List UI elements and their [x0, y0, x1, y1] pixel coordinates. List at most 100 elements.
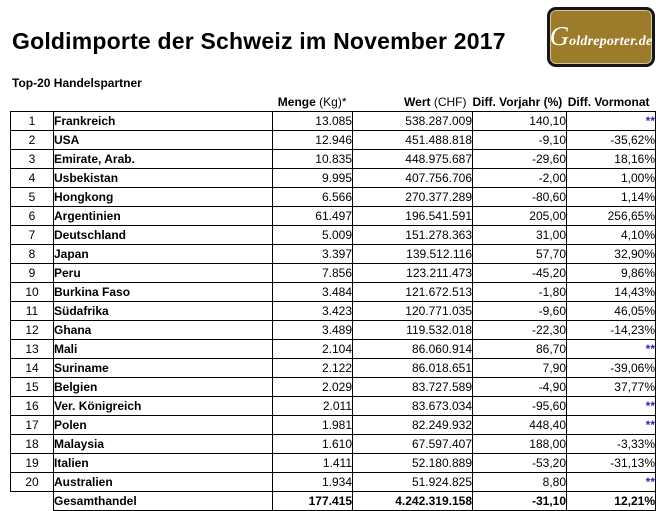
- partner-cell: USA: [53, 130, 273, 150]
- table-row: 11 Südafrika 3.423 120.771.035 -9,60 46,…: [10, 301, 656, 321]
- table-row: 5 Hongkong 6.566 270.377.289 -80,60 1,14…: [10, 187, 656, 207]
- diff-vormonat-cell: -35,62%: [566, 130, 656, 150]
- wert-cell: 119.532.018: [352, 320, 473, 340]
- table-row: 7 Deutschland 5.009 151.278.363 31,00 4,…: [10, 225, 656, 245]
- wert-cell: 196.541.591: [352, 206, 473, 226]
- menge-cell: 3.489: [272, 320, 353, 340]
- diff-vorjahr-cell: -45,20: [472, 263, 567, 283]
- diff-vorjahr-cell: 7,90: [472, 358, 567, 378]
- total-menge-cell: 177.415: [272, 491, 353, 511]
- menge-cell: 2.122: [272, 358, 353, 378]
- menge-cell: 9.995: [272, 168, 353, 188]
- diff-vorjahr-cell: 188,00: [472, 434, 567, 454]
- partner-cell: Argentinien: [53, 206, 273, 226]
- partner-cell: Burkina Faso: [53, 282, 273, 302]
- total-blank-cell: [11, 492, 54, 511]
- diff-vormonat-cell: 18,16%: [566, 149, 656, 169]
- partner-cell: Australien: [53, 472, 273, 492]
- rank-cell: 5: [10, 187, 54, 207]
- rank-cell: 2: [10, 130, 54, 150]
- diff-vorjahr-cell: -22,30: [472, 320, 567, 340]
- menge-cell: 12.946: [272, 130, 353, 150]
- menge-cell: 3.484: [272, 282, 353, 302]
- column-header-row: Menge (Kg)* Wert (CHF) Diff. Vorjahr (%)…: [11, 93, 656, 112]
- diff-vorjahr-cell: 57,70: [472, 244, 567, 264]
- partner-cell: Japan: [53, 244, 273, 264]
- diff-vorjahr-cell: -80,60: [472, 187, 567, 207]
- menge-cell: 7.856: [272, 263, 353, 283]
- table-row: 20 Australien 1.934 51.924.825 8,80 **: [10, 472, 656, 492]
- wert-cell: 448.975.687: [352, 149, 473, 169]
- wert-cell: 52.180.889: [352, 453, 473, 473]
- menge-cell: 3.397: [272, 244, 353, 264]
- table-row: 16 Ver. Königreich 2.011 83.673.034 -95,…: [10, 396, 656, 416]
- partner-cell: Frankreich: [53, 111, 273, 131]
- diff-vorjahr-cell: 8,80: [472, 472, 567, 492]
- diff-vormonat-cell: 46,05%: [566, 301, 656, 321]
- table-row: 2 USA 12.946 451.488.818 -9,10 -35,62%: [10, 130, 656, 150]
- partner-cell: Peru: [53, 263, 273, 283]
- diff-vorjahr-cell: -53,20: [472, 453, 567, 473]
- table-row: 8 Japan 3.397 139.512.116 57,70 32,90%: [10, 244, 656, 264]
- rank-cell: 10: [10, 282, 54, 302]
- wert-cell: 82.249.932: [352, 415, 473, 435]
- rank-cell: 17: [10, 415, 54, 435]
- diff-vormonat-cell: 4,10%: [566, 225, 656, 245]
- partner-cell: Mali: [53, 339, 273, 359]
- wert-cell: 120.771.035: [352, 301, 473, 321]
- total-label-cell: Gesamthandel: [53, 491, 273, 511]
- rank-cell: 3: [10, 149, 54, 169]
- wert-cell: 83.727.589: [352, 377, 473, 397]
- diff-vormonat-cell: 1,14%: [566, 187, 656, 207]
- diff-vorjahr-cell: -2,00: [472, 168, 567, 188]
- menge-cell: 2.011: [272, 396, 353, 416]
- diff-vorjahr-cell: -95,60: [472, 396, 567, 416]
- diff-vormonat-cell: **: [566, 339, 656, 359]
- wert-cell: 121.672.513: [352, 282, 473, 302]
- wert-cell: 51.924.825: [352, 472, 473, 492]
- diff-vorjahr-cell: 205,00: [472, 206, 567, 226]
- table-body: 1 Frankreich 13.085 538.287.009 140,10 *…: [10, 111, 656, 492]
- table-row: 10 Burkina Faso 3.484 121.672.513 -1,80 …: [10, 282, 656, 302]
- rank-cell: 20: [10, 472, 54, 492]
- partner-cell: Italien: [53, 453, 273, 473]
- table-subtitle: Top-20 Handelspartner: [12, 76, 142, 90]
- diff-vorjahr-cell: 86,70: [472, 339, 567, 359]
- table-row: 1 Frankreich 13.085 538.287.009 140,10 *…: [10, 111, 656, 131]
- goldreporter-logo-text: Goldreporter.de: [550, 22, 653, 50]
- rank-column-header: [11, 93, 54, 112]
- table-row: 9 Peru 7.856 123.211.473 -45,20 9,86%: [10, 263, 656, 283]
- menge-cell: 3.423: [272, 301, 353, 321]
- rank-cell: 4: [10, 168, 54, 188]
- rank-cell: 14: [10, 358, 54, 378]
- logo-rest: oldreporter.de: [569, 33, 653, 49]
- wert-cell: 270.377.289: [352, 187, 473, 207]
- diff-vormonat-cell: **: [566, 472, 656, 492]
- wert-cell: 151.278.363: [352, 225, 473, 245]
- table-row: 6 Argentinien 61.497 196.541.591 205,00 …: [10, 206, 656, 226]
- table-row: 3 Emirate, Arab. 10.835 448.975.687 -29,…: [10, 149, 656, 169]
- diff-vormonat-cell: 32,90%: [566, 244, 656, 264]
- total-diff-vorjahr-cell: -31,10: [472, 491, 567, 511]
- table-row: 13 Mali 2.104 86.060.914 86,70 **: [10, 339, 656, 359]
- rank-cell: 8: [10, 244, 54, 264]
- partner-cell: Südafrika: [53, 301, 273, 321]
- diff-vormonat-cell: -3,33%: [566, 434, 656, 454]
- diff-vormonat-cell: -14,23%: [566, 320, 656, 340]
- partner-cell: Deutschland: [53, 225, 273, 245]
- diff-vormonat-cell: 37,77%: [566, 377, 656, 397]
- table-row: 12 Ghana 3.489 119.532.018 -22,30 -14,23…: [10, 320, 656, 340]
- partner-column-header: [54, 93, 273, 112]
- rank-cell: 13: [10, 339, 54, 359]
- diff-vormonat-cell: -39,06%: [566, 358, 656, 378]
- menge-cell: 61.497: [272, 206, 353, 226]
- menge-cell: 1.981: [272, 415, 353, 435]
- diff-vorjahr-cell: -4,90: [472, 377, 567, 397]
- menge-cell: 2.104: [272, 339, 353, 359]
- wert-cell: 451.488.818: [352, 130, 473, 150]
- wert-cell: 67.597.407: [352, 434, 473, 454]
- total-row: Gesamthandel 177.415 4.242.319.158 -31,1…: [11, 491, 656, 511]
- rank-cell: 7: [10, 225, 54, 245]
- diff-vorjahr-column-header: Diff. Vorjahr (%): [472, 95, 563, 109]
